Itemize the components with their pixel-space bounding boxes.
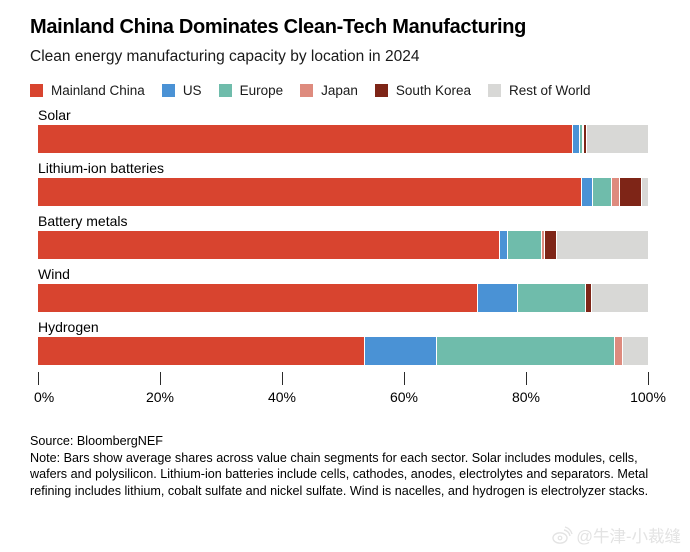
bar-segment-us	[498, 231, 508, 259]
legend-swatch-icon	[374, 84, 388, 97]
bar-segment-us	[477, 284, 517, 312]
bar-segment-south-korea	[585, 284, 591, 312]
axis-tick-mark	[38, 372, 40, 385]
bar-segment-japan	[541, 231, 545, 259]
bar-group-solar: Solar	[38, 107, 648, 153]
legend-swatch-icon	[161, 84, 175, 97]
stacked-bar	[38, 284, 648, 312]
bar-segment-us	[572, 125, 580, 153]
stacked-bar	[38, 337, 648, 365]
legend-label: South Korea	[395, 83, 471, 98]
page-title: Mainland China Dominates Clean-Tech Manu…	[30, 16, 527, 38]
axis-tick-label: 100%	[630, 389, 666, 405]
bar-label: Wind	[38, 266, 70, 282]
bar-segment-japan	[611, 178, 619, 206]
axis-tick-label: 0%	[33, 389, 55, 405]
legend-label: US	[182, 83, 202, 98]
bar-segment-south-korea	[583, 125, 586, 153]
bar-segment-japan	[581, 125, 584, 153]
bar-segment-rest-of-world	[585, 125, 648, 153]
bar-segment-europe	[591, 178, 612, 206]
footer: Source: BloombergNEF Note: Bars show ave…	[30, 433, 660, 499]
axis-tick-label: 20%	[145, 389, 175, 405]
legend-label: Mainland China	[51, 83, 145, 98]
bar-segment-rest-of-world	[622, 337, 648, 365]
bar-segment-europe	[507, 231, 542, 259]
bar-group-battery-metals: Battery metals	[38, 213, 648, 259]
legend-swatch-icon	[30, 84, 43, 97]
legend-item-europe: Europe	[218, 83, 284, 98]
stacked-bar	[38, 231, 648, 259]
legend-label: Europe	[239, 83, 284, 98]
bar-segment-mainland-china	[38, 125, 573, 153]
bar-segment-south-korea	[618, 178, 642, 206]
page-subtitle: Clean energy manufacturing capacity by l…	[30, 48, 420, 65]
bar-segment-europe	[435, 337, 614, 365]
axis-tick-label: 80%	[511, 389, 541, 405]
legend-item-japan: Japan	[300, 83, 358, 98]
bar-segment-us	[580, 178, 592, 206]
bar-label: Solar	[38, 107, 71, 123]
bar-label: Lithium-ion batteries	[38, 160, 165, 176]
bar-label: Hydrogen	[38, 319, 99, 335]
bar-segment-south-korea	[544, 231, 556, 259]
legend-item-us: US	[161, 83, 202, 98]
bar-segment-mainland-china	[38, 337, 365, 365]
bar-segment-europe	[516, 284, 586, 312]
legend-label: Rest of World	[508, 83, 591, 98]
bar-segment-rest-of-world	[641, 178, 648, 206]
axis-tick-label: 60%	[389, 389, 419, 405]
axis-tick-label: 40%	[267, 389, 297, 405]
bar-group-hydrogen: Hydrogen	[38, 319, 648, 365]
bar-segment-mainland-china	[38, 284, 478, 312]
source-text: Source: BloombergNEF	[30, 434, 163, 448]
legend-item-rest-of-world: Rest of World	[487, 83, 591, 98]
axis-tick-mark	[160, 372, 162, 385]
axis-tick-mark	[526, 372, 528, 385]
legend-swatch-icon	[218, 84, 232, 97]
legend-item-mainland-china: Mainland China	[30, 83, 145, 98]
weibo-logo-icon	[551, 525, 573, 545]
axis-tick-mark	[282, 372, 284, 385]
bar-segment-rest-of-world	[590, 284, 648, 312]
axis-tick-mark	[404, 372, 406, 385]
legend-swatch-icon	[487, 84, 501, 97]
bar-segment-europe	[579, 125, 582, 153]
legend-swatch-icon	[300, 84, 314, 97]
watermark: @牛津-小裁缝	[551, 523, 681, 547]
bar-segment-rest-of-world	[555, 231, 648, 259]
bar-group-wind: Wind	[38, 266, 648, 312]
x-axis: 0% 20% 40% 60% 80% 100%	[34, 372, 666, 408]
bar-label: Battery metals	[38, 213, 128, 229]
axis-tick-mark	[648, 372, 650, 385]
stacked-bar	[38, 125, 648, 153]
bar-group-lithium-ion-batteries: Lithium-ion batteries	[38, 160, 648, 206]
bar-segment-us	[364, 337, 436, 365]
stacked-bar	[38, 178, 648, 206]
legend-label: Japan	[321, 83, 358, 98]
legend-item-south-korea: South Korea	[374, 83, 471, 98]
bar-segment-mainland-china	[38, 231, 499, 259]
legend: Mainland China US Europe Japan South Korea Re…	[30, 83, 660, 98]
bar-segment-japan	[613, 337, 623, 365]
note-text: Note: Bars show average shares across va…	[30, 450, 649, 498]
bar-segment-mainland-china	[38, 178, 581, 206]
watermark-text: @牛津-小裁缝	[576, 528, 681, 546]
chart-page: Mainland China Dominates Clean-Tech Manu…	[30, 16, 666, 499]
chart: Solar Lithium-ion batteries Battery metals…	[38, 107, 648, 365]
